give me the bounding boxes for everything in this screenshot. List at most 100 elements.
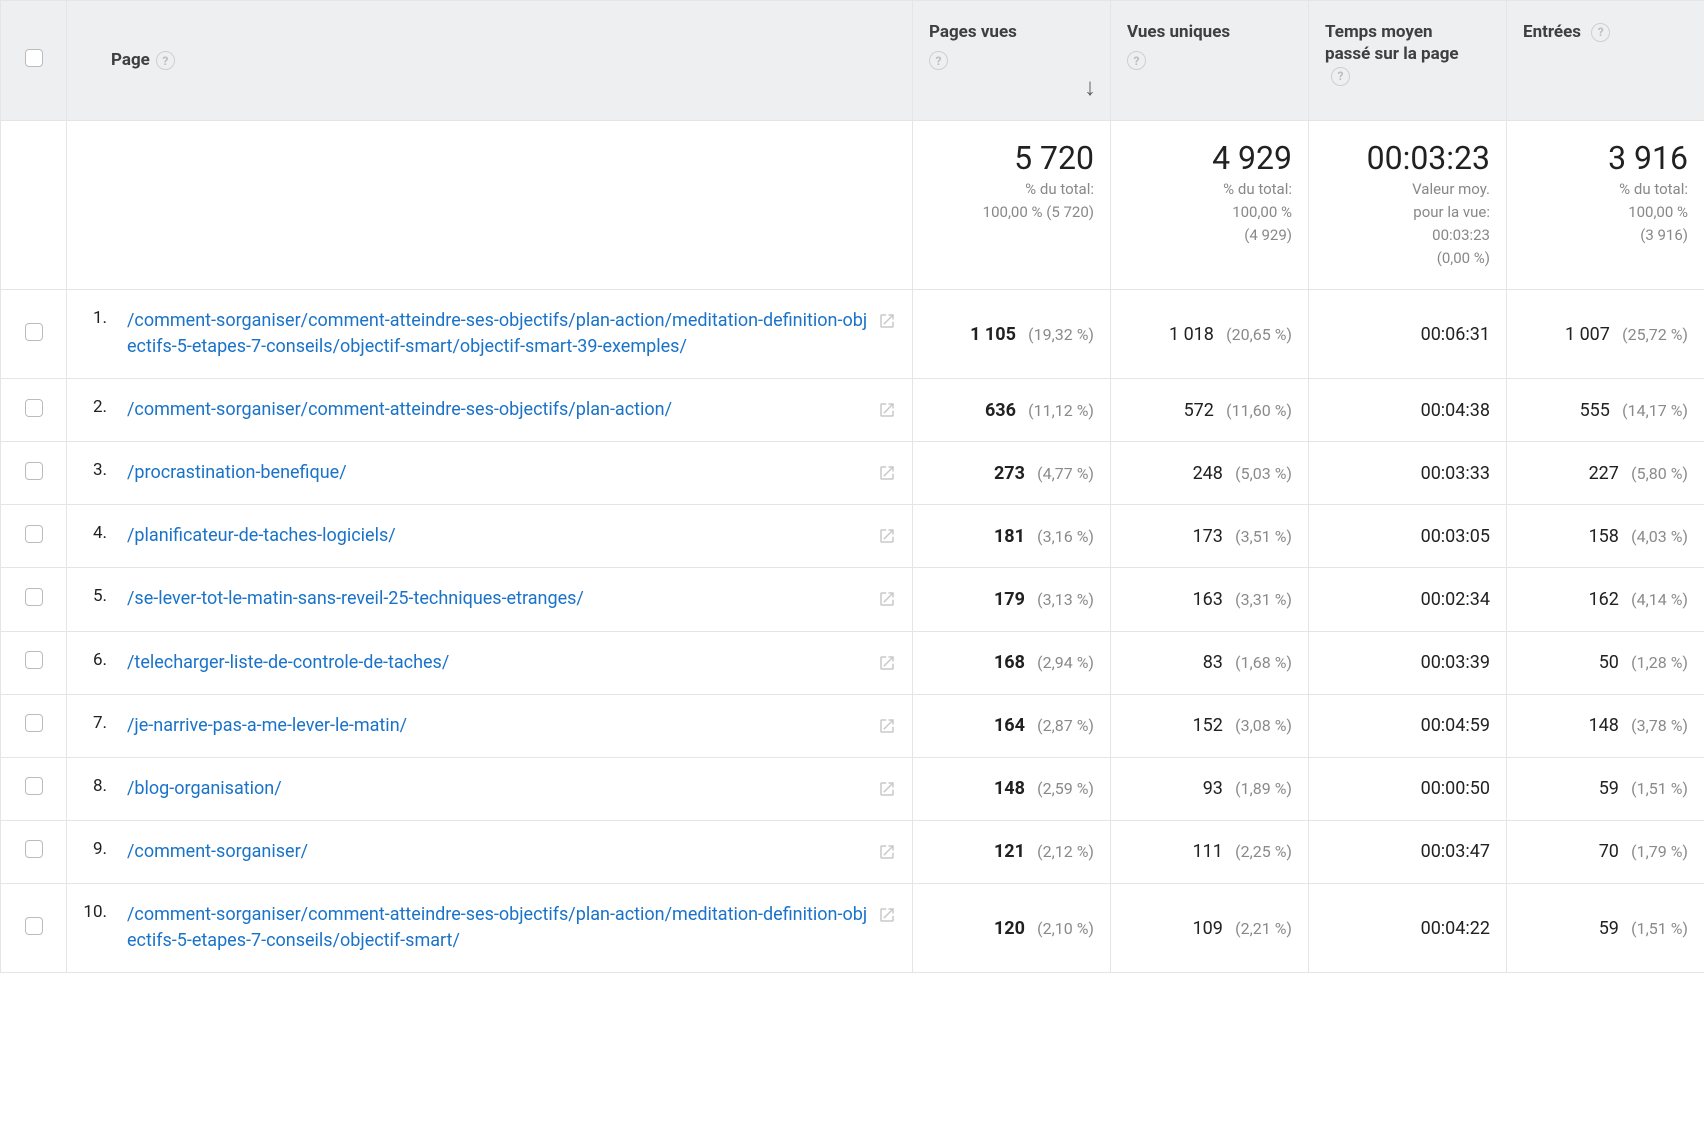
summary-unique-value: 4 929 xyxy=(1127,139,1292,177)
header-page-label: Page xyxy=(111,49,150,71)
pageviews-value: 273 xyxy=(994,463,1025,484)
entries-pct: (1,79 %) xyxy=(1631,842,1688,861)
entries-pct: (25,72 %) xyxy=(1622,325,1688,344)
pageviews-pct: (19,32 %) xyxy=(1028,325,1094,344)
header-select-all[interactable] xyxy=(1,1,67,121)
page-link[interactable]: /comment-sorganiser/comment-atteindre-se… xyxy=(127,902,870,954)
row-checkbox[interactable] xyxy=(25,462,43,480)
row-checkbox[interactable] xyxy=(25,588,43,606)
external-link-icon[interactable] xyxy=(878,401,896,419)
unique-pct: (2,25 %) xyxy=(1235,842,1292,861)
unique-pct: (1,68 %) xyxy=(1235,653,1292,672)
entries-pct: (4,14 %) xyxy=(1631,590,1688,609)
row-checkbox[interactable] xyxy=(25,917,43,935)
external-link-icon[interactable] xyxy=(878,590,896,608)
pageviews-pct: (2,10 %) xyxy=(1037,919,1094,938)
unique-value: 572 xyxy=(1184,400,1214,421)
external-link-icon[interactable] xyxy=(878,843,896,861)
entries-value: 555 xyxy=(1580,400,1610,421)
unique-pct: (20,65 %) xyxy=(1226,325,1292,344)
page-link[interactable]: /telecharger-liste-de-controle-de-taches… xyxy=(127,650,870,676)
row-checkbox[interactable] xyxy=(25,399,43,417)
unique-pct: (5,03 %) xyxy=(1235,464,1292,483)
entries-pct: (14,17 %) xyxy=(1622,401,1688,420)
pageviews-value: 181 xyxy=(994,526,1025,547)
row-checkbox[interactable] xyxy=(25,840,43,858)
external-link-icon[interactable] xyxy=(878,312,896,330)
row-index: 2. xyxy=(83,397,127,417)
pageviews-pct: (2,59 %) xyxy=(1037,779,1094,798)
table-row: 8. /blog-organisation/ 148 (2,59 %) 93 (… xyxy=(1,757,1704,820)
header-pageviews[interactable]: Pages vues ? ↓ xyxy=(913,1,1111,121)
page-link[interactable]: /comment-sorganiser/comment-atteindre-se… xyxy=(127,308,870,360)
row-index: 1. xyxy=(83,308,127,328)
entries-value: 59 xyxy=(1599,778,1619,799)
pageviews-pct: (2,87 %) xyxy=(1037,716,1094,735)
external-link-icon[interactable] xyxy=(878,906,896,924)
avg-time-value: 00:03:39 xyxy=(1421,652,1490,673)
unique-pct: (3,08 %) xyxy=(1235,716,1292,735)
header-unique-label: Vues uniques xyxy=(1127,22,1230,42)
page-link[interactable]: /comment-sorganiser/comment-atteindre-se… xyxy=(127,397,870,423)
pageviews-value: 148 xyxy=(994,778,1025,799)
page-link[interactable]: /se-lever-tot-le-matin-sans-reveil-25-te… xyxy=(127,586,870,612)
row-checkbox[interactable] xyxy=(25,323,43,341)
avg-time-value: 00:06:31 xyxy=(1421,324,1490,345)
avg-time-value: 00:04:22 xyxy=(1421,918,1490,939)
unique-value: 152 xyxy=(1193,715,1223,736)
table-row: 6. /telecharger-liste-de-controle-de-tac… xyxy=(1,631,1704,694)
entries-value: 162 xyxy=(1589,589,1619,610)
row-checkbox[interactable] xyxy=(25,525,43,543)
external-link-icon[interactable] xyxy=(878,527,896,545)
help-icon[interactable]: ? xyxy=(929,51,948,70)
external-link-icon[interactable] xyxy=(878,780,896,798)
header-unique-views[interactable]: Vues uniques ? xyxy=(1111,1,1309,121)
entries-value: 158 xyxy=(1589,526,1619,547)
help-icon[interactable]: ? xyxy=(156,51,175,70)
row-checkbox[interactable] xyxy=(25,651,43,669)
avg-time-value: 00:03:05 xyxy=(1421,526,1490,547)
header-page[interactable]: Page ? xyxy=(67,1,913,121)
unique-value: 173 xyxy=(1193,526,1223,547)
row-checkbox[interactable] xyxy=(25,777,43,795)
row-checkbox[interactable] xyxy=(25,714,43,732)
help-icon[interactable]: ? xyxy=(1127,51,1146,70)
pageviews-value: 164 xyxy=(994,715,1025,736)
unique-value: 83 xyxy=(1203,652,1223,673)
external-link-icon[interactable] xyxy=(878,654,896,672)
external-link-icon[interactable] xyxy=(878,464,896,482)
header-entries-label: Entrées xyxy=(1523,22,1581,42)
header-entries[interactable]: Entrées ? xyxy=(1507,1,1704,121)
pageviews-value: 1 105 xyxy=(970,324,1016,345)
row-index: 3. xyxy=(83,460,127,480)
entries-pct: (1,51 %) xyxy=(1631,779,1688,798)
summary-avgtime-value: 00:03:23 xyxy=(1325,139,1490,177)
page-link[interactable]: /procrastination-benefique/ xyxy=(127,460,870,486)
select-all-checkbox[interactable] xyxy=(25,49,43,67)
external-link-icon[interactable] xyxy=(878,717,896,735)
row-index: 6. xyxy=(83,650,127,670)
page-link[interactable]: /planificateur-de-taches-logiciels/ xyxy=(127,523,870,549)
entries-value: 59 xyxy=(1599,918,1619,939)
row-index: 9. xyxy=(83,839,127,859)
table-row: 4. /planificateur-de-taches-logiciels/ 1… xyxy=(1,505,1704,568)
unique-pct: (1,89 %) xyxy=(1235,779,1292,798)
table-row: 5. /se-lever-tot-le-matin-sans-reveil-25… xyxy=(1,568,1704,631)
pageviews-value: 120 xyxy=(994,918,1025,939)
avg-time-value: 00:00:50 xyxy=(1421,778,1490,799)
page-link[interactable]: /je-narrive-pas-a-me-lever-le-matin/ xyxy=(127,713,870,739)
table-row: 10. /comment-sorganiser/comment-atteindr… xyxy=(1,883,1704,972)
sort-desc-icon: ↓ xyxy=(1084,73,1096,102)
help-icon[interactable]: ? xyxy=(1331,67,1350,86)
analytics-pages-table: Page ? Pages vues ? ↓ Vues uniques ? Tem xyxy=(0,0,1704,973)
table-row: 7. /je-narrive-pas-a-me-lever-le-matin/ … xyxy=(1,694,1704,757)
pageviews-pct: (11,12 %) xyxy=(1028,401,1094,420)
pageviews-pct: (4,77 %) xyxy=(1037,464,1094,483)
page-link[interactable]: /blog-organisation/ xyxy=(127,776,870,802)
page-link[interactable]: /comment-sorganiser/ xyxy=(127,839,870,865)
header-avg-time[interactable]: Temps moyen passé sur la page ? xyxy=(1309,1,1507,121)
unique-value: 1 018 xyxy=(1169,324,1214,345)
avg-time-value: 00:04:59 xyxy=(1421,715,1490,736)
pageviews-pct: (2,94 %) xyxy=(1037,653,1094,672)
help-icon[interactable]: ? xyxy=(1591,23,1610,42)
